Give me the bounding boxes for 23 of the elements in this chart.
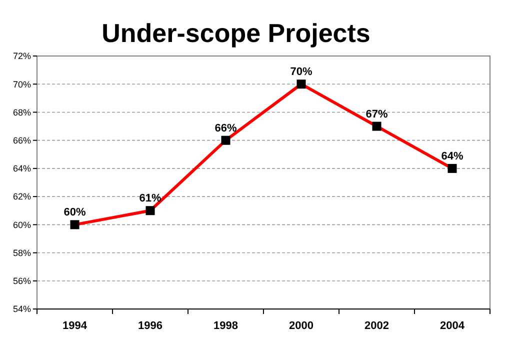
- x-tick-label: 1996: [138, 320, 162, 332]
- y-tick-label: 64%: [12, 164, 31, 174]
- x-tick-label: 2000: [289, 320, 314, 332]
- y-tick-label: 56%: [12, 276, 31, 286]
- data-label: 66%: [214, 122, 237, 134]
- x-tick-label: 2004: [440, 320, 466, 332]
- x-tick-label: 1994: [62, 320, 88, 332]
- y-tick-label: 58%: [12, 248, 31, 258]
- y-tick-label: 72%: [12, 51, 31, 62]
- x-tick-label: 2002: [364, 320, 389, 332]
- y-tick-label: 54%: [12, 304, 31, 314]
- y-tick-label: 60%: [12, 220, 31, 230]
- data-label: 64%: [441, 150, 464, 162]
- data-label: 60%: [64, 206, 86, 219]
- data-label: 61%: [139, 192, 162, 205]
- x-tick-label: 1998: [214, 320, 238, 332]
- y-tick-label: 66%: [12, 135, 31, 146]
- data-label: 67%: [366, 108, 388, 120]
- data-label: 70%: [290, 66, 312, 78]
- chart-title: Under-scope Projects: [102, 18, 370, 48]
- y-tick-label: 68%: [12, 107, 31, 118]
- y-tick-label: 62%: [12, 192, 31, 202]
- y-tick-label: 70%: [12, 79, 31, 90]
